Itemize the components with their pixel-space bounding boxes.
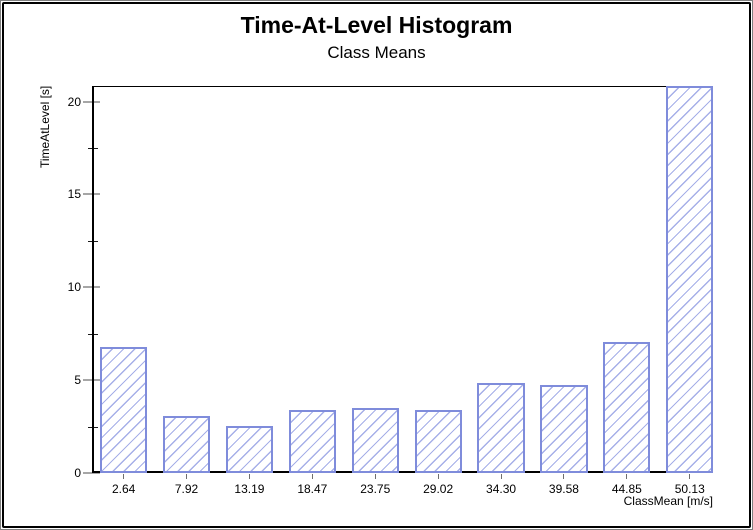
y-axis-line — [92, 86, 94, 473]
y-axis-label: TimeAtLevel [s] — [38, 85, 52, 168]
x-axis-line — [92, 471, 713, 473]
histogram-bar — [603, 341, 651, 473]
x-tick-label: 29.02 — [423, 482, 454, 496]
x-tick-label: 18.47 — [297, 482, 328, 496]
plot-area — [83, 86, 713, 474]
x-tick — [626, 474, 628, 479]
y-tick-label: 0 — [74, 466, 81, 480]
chart-subtitle: Class Means — [327, 43, 426, 62]
x-tick-label: 44.85 — [611, 482, 642, 496]
histogram-bar — [414, 409, 462, 473]
histogram-bar — [477, 382, 525, 473]
bars-layer — [92, 86, 713, 473]
histogram-bar — [162, 416, 211, 473]
x-tick-label: 2.64 — [111, 482, 136, 496]
x-tick-label: 50.13 — [674, 482, 705, 496]
plot-top-border — [92, 86, 713, 87]
x-tick — [437, 474, 439, 479]
histogram-bar — [540, 384, 588, 473]
x-tick-label: 7.92 — [174, 482, 199, 496]
x-tick — [500, 474, 502, 479]
y-major-tick — [83, 286, 100, 289]
chart-title: Time-At-Level Histogram — [240, 12, 513, 38]
histogram-bar — [225, 425, 274, 473]
x-tick — [186, 474, 188, 479]
histogram-bar — [100, 346, 148, 473]
x-tick-label: 23.75 — [360, 482, 391, 496]
y-tick-label: 5 — [74, 373, 81, 388]
y-tick-label: 15 — [67, 187, 81, 202]
x-axis-label: ClassMean [m/s] — [623, 494, 713, 508]
x-tick — [311, 474, 313, 479]
x-tick — [563, 474, 565, 479]
histogram-bar — [351, 407, 399, 473]
y-major-tick — [83, 472, 100, 474]
y-major-tick — [83, 379, 100, 382]
x-tick — [248, 474, 250, 479]
x-tick — [689, 474, 691, 479]
x-tick-label: 39.58 — [548, 482, 579, 496]
y-major-tick — [83, 193, 100, 196]
y-tick-label: 20 — [67, 94, 81, 109]
x-tick-label: 34.30 — [486, 482, 517, 496]
y-tick-label: 10 — [67, 280, 81, 295]
y-major-tick — [83, 100, 100, 103]
x-tick — [374, 474, 376, 479]
x-tick-label: 13.19 — [234, 482, 265, 496]
histogram-bar — [288, 409, 336, 473]
histogram-bar — [666, 86, 713, 473]
x-tick — [123, 474, 125, 479]
